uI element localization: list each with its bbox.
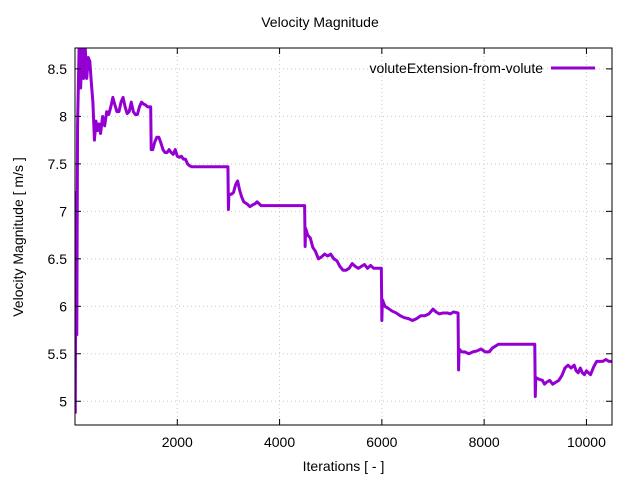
x-tick-label: 4000 — [264, 434, 295, 450]
x-tick-label: 10000 — [567, 434, 606, 450]
y-axis: 5 5.5 6 6.5 7 7.5 8 8.5 — [48, 61, 612, 409]
y-tick-label: 5.5 — [48, 346, 68, 362]
y-tick-label: 6.5 — [48, 251, 68, 267]
series-line-0 — [75, 48, 612, 414]
y-tick-label: 8 — [59, 108, 67, 124]
x-axis-label: Iterations [ - ] — [302, 458, 385, 474]
y-axis-label: Velocity Magnitude [ m/s ] — [10, 157, 26, 317]
x-tick-label: 6000 — [366, 434, 397, 450]
x-axis: 2000 4000 6000 8000 10000 — [162, 48, 606, 450]
y-tick-label: 7 — [59, 203, 67, 219]
legend: voluteExtension-from-volute — [369, 60, 595, 76]
y-tick-label: 8.5 — [48, 61, 68, 77]
plot-frame — [74, 47, 613, 426]
x-tick-label: 8000 — [469, 434, 500, 450]
y-tick-label: 7.5 — [48, 156, 68, 172]
y-tick-label: 5 — [59, 393, 67, 409]
x-tick-label: 2000 — [162, 434, 193, 450]
series-group — [75, 48, 612, 414]
y-tick-label: 6 — [59, 298, 67, 314]
legend-label: voluteExtension-from-volute — [369, 60, 543, 76]
chart-title: Velocity Magnitude — [261, 14, 379, 30]
grid — [75, 48, 612, 425]
